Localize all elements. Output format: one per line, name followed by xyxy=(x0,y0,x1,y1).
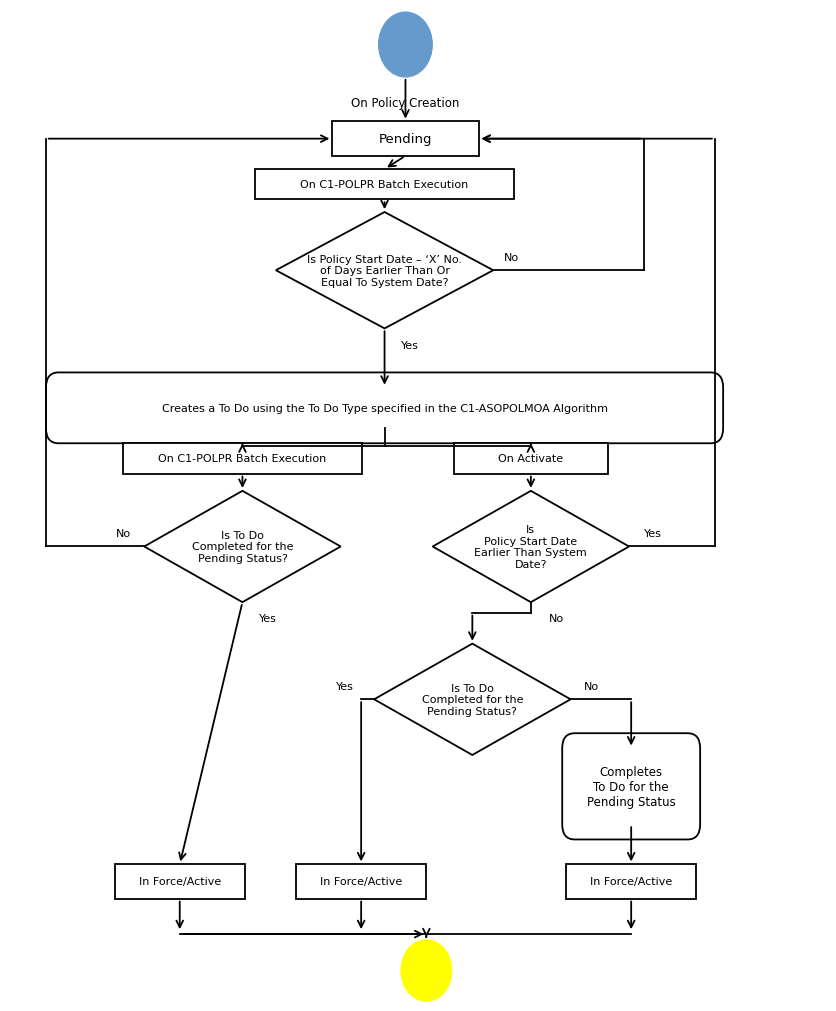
FancyBboxPatch shape xyxy=(46,373,723,444)
Text: In Force/Active: In Force/Active xyxy=(590,877,672,887)
FancyBboxPatch shape xyxy=(255,170,514,200)
Text: Is To Do
Completed for the
Pending Status?: Is To Do Completed for the Pending Statu… xyxy=(191,531,293,563)
Text: Is
Policy Start Date
Earlier Than System
Date?: Is Policy Start Date Earlier Than System… xyxy=(475,525,587,569)
Text: Yes: Yes xyxy=(258,614,277,624)
Text: No: No xyxy=(584,681,599,692)
Text: Yes: Yes xyxy=(336,681,354,692)
Text: Yes: Yes xyxy=(400,341,419,350)
Text: Yes: Yes xyxy=(644,529,661,539)
Polygon shape xyxy=(374,644,570,755)
Text: No: No xyxy=(548,614,563,624)
Text: Creates a To Do using the To Do Type specified in the C1-ASOPOLMOA Algorithm: Creates a To Do using the To Do Type spe… xyxy=(161,403,608,413)
FancyBboxPatch shape xyxy=(115,864,244,899)
Text: Is To Do
Completed for the
Pending Status?: Is To Do Completed for the Pending Statu… xyxy=(421,683,523,716)
FancyBboxPatch shape xyxy=(562,734,700,839)
Text: In Force/Active: In Force/Active xyxy=(139,877,221,887)
Text: In Force/Active: In Force/Active xyxy=(320,877,402,887)
Text: On Activate: On Activate xyxy=(498,454,563,464)
Text: Pending: Pending xyxy=(379,133,432,146)
Text: On C1-POLPR Batch Execution: On C1-POLPR Batch Execution xyxy=(158,454,327,464)
Text: No: No xyxy=(115,529,131,539)
Circle shape xyxy=(379,13,432,78)
Text: No: No xyxy=(504,253,519,263)
Text: On C1-POLPR Batch Execution: On C1-POLPR Batch Execution xyxy=(300,180,469,190)
Polygon shape xyxy=(433,491,629,603)
Polygon shape xyxy=(144,491,340,603)
Text: Is Policy Start Date – ‘X’ No.
of Days Earlier Than Or
Equal To System Date?: Is Policy Start Date – ‘X’ No. of Days E… xyxy=(307,255,462,287)
Text: On Policy Creation: On Policy Creation xyxy=(351,97,460,109)
FancyBboxPatch shape xyxy=(332,122,478,157)
FancyBboxPatch shape xyxy=(567,864,696,899)
Polygon shape xyxy=(276,212,493,330)
FancyBboxPatch shape xyxy=(296,864,426,899)
Text: Completes
To Do for the
Pending Status: Completes To Do for the Pending Status xyxy=(587,765,675,808)
FancyBboxPatch shape xyxy=(453,444,609,474)
Circle shape xyxy=(401,940,451,1001)
FancyBboxPatch shape xyxy=(124,444,361,474)
